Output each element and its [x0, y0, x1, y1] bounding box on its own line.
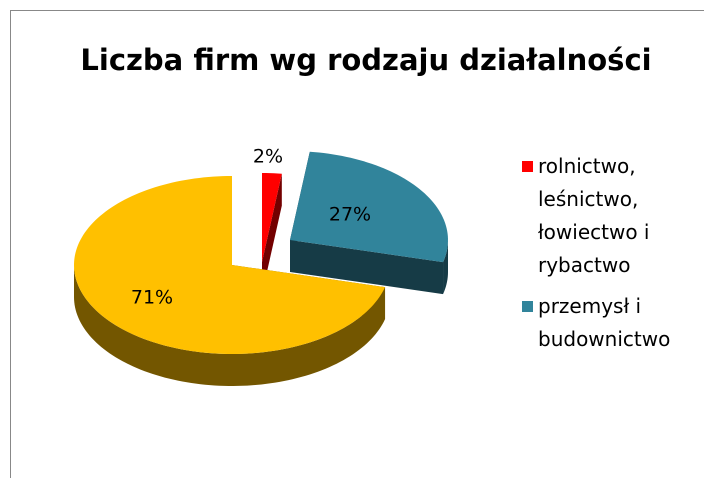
data-label: 71% [131, 287, 173, 309]
slice [290, 151, 448, 263]
slice [262, 173, 282, 262]
slice-face [290, 240, 444, 295]
legend-entry: przemysł i budownictwo [522, 290, 672, 356]
slice-side [74, 265, 386, 386]
data-label: 27% [329, 204, 371, 226]
legend-label: rolnictwo, leśnictwo, łowiectwo i rybact… [538, 154, 650, 277]
legend-swatch [522, 161, 533, 172]
slice [74, 176, 386, 354]
chart-title: Liczba firm wg rodzaju działalności [80, 43, 651, 77]
legend-label: przemysł i budownictwo [538, 294, 671, 351]
legend-swatch [522, 301, 533, 312]
slice-side [443, 240, 448, 295]
slice-face [262, 173, 282, 294]
legend-entry: rolnictwo, leśnictwo, łowiectwo i rybact… [522, 150, 672, 282]
data-label: 2% [253, 146, 283, 168]
